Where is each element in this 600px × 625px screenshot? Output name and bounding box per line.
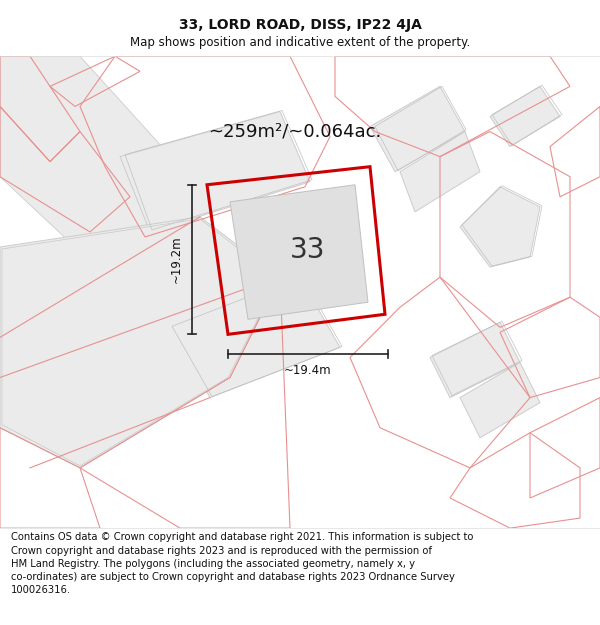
Text: Map shows position and indicative extent of the property.: Map shows position and indicative extent… [130,36,470,49]
Polygon shape [230,185,368,319]
Polygon shape [400,131,480,212]
Polygon shape [370,86,465,172]
Polygon shape [490,86,560,147]
Text: ~259m²/~0.064ac.: ~259m²/~0.064ac. [208,122,382,141]
Polygon shape [120,111,310,232]
Text: 33, LORD ROAD, DISS, IP22 4JA: 33, LORD ROAD, DISS, IP22 4JA [179,18,421,32]
Polygon shape [0,56,180,247]
Polygon shape [430,322,520,398]
Polygon shape [460,187,540,267]
Polygon shape [0,217,280,468]
Polygon shape [170,277,340,398]
Text: ~19.2m: ~19.2m [170,236,182,283]
Text: ~19.4m: ~19.4m [284,364,332,377]
Polygon shape [460,362,540,438]
Text: 33: 33 [290,236,325,264]
Text: Contains OS data © Crown copyright and database right 2021. This information is : Contains OS data © Crown copyright and d… [11,532,473,595]
